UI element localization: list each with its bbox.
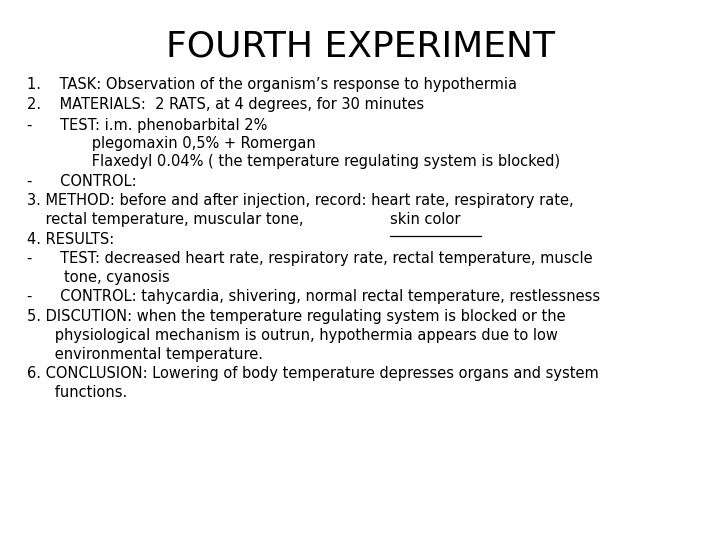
Text: -      TEST: decreased heart rate, respiratory rate, rectal temperature, muscle: - TEST: decreased heart rate, respirator… xyxy=(27,251,593,266)
Text: FOURTH EXPERIMENT: FOURTH EXPERIMENT xyxy=(166,30,554,64)
Text: environmental temperature.: environmental temperature. xyxy=(27,347,264,362)
Text: -      TEST: i.m. phenobarbital 2%: - TEST: i.m. phenobarbital 2% xyxy=(27,118,268,133)
Text: plegomaxin 0,5% + Romergan: plegomaxin 0,5% + Romergan xyxy=(27,136,316,151)
Text: tone, cyanosis: tone, cyanosis xyxy=(27,270,170,285)
Text: Flaxedyl 0.04% ( the temperature regulating system is blocked): Flaxedyl 0.04% ( the temperature regulat… xyxy=(27,154,560,170)
Text: -      CONTROL: tahycardia, shivering, normal rectal temperature, restlessness: - CONTROL: tahycardia, shivering, normal… xyxy=(27,289,600,305)
Text: 5. DISCUTION: when the temperature regulating system is blocked or the: 5. DISCUTION: when the temperature regul… xyxy=(27,309,566,324)
Text: physiological mechanism is outrun, hypothermia appears due to low: physiological mechanism is outrun, hypot… xyxy=(27,328,558,343)
Text: 4. RESULTS:: 4. RESULTS: xyxy=(27,232,114,247)
Text: 6. CONCLUSION: Lowering of body temperature depresses organs and system: 6. CONCLUSION: Lowering of body temperat… xyxy=(27,366,599,381)
Text: 1.    TASK: Observation of the organism’s response to hypothermia: 1. TASK: Observation of the organism’s r… xyxy=(27,77,518,92)
Text: 2.    MATERIALS:  2 RATS, at 4 degrees, for 30 minutes: 2. MATERIALS: 2 RATS, at 4 degrees, for … xyxy=(27,97,425,112)
Text: -      CONTROL:: - CONTROL: xyxy=(27,174,137,189)
Text: rectal temperature, muscular tone,: rectal temperature, muscular tone, xyxy=(27,212,308,227)
Text: skin color: skin color xyxy=(390,212,461,227)
Text: 3. METHOD: before and after injection, record: heart rate, respiratory rate,: 3. METHOD: before and after injection, r… xyxy=(27,193,574,208)
Text: functions.: functions. xyxy=(27,385,127,400)
